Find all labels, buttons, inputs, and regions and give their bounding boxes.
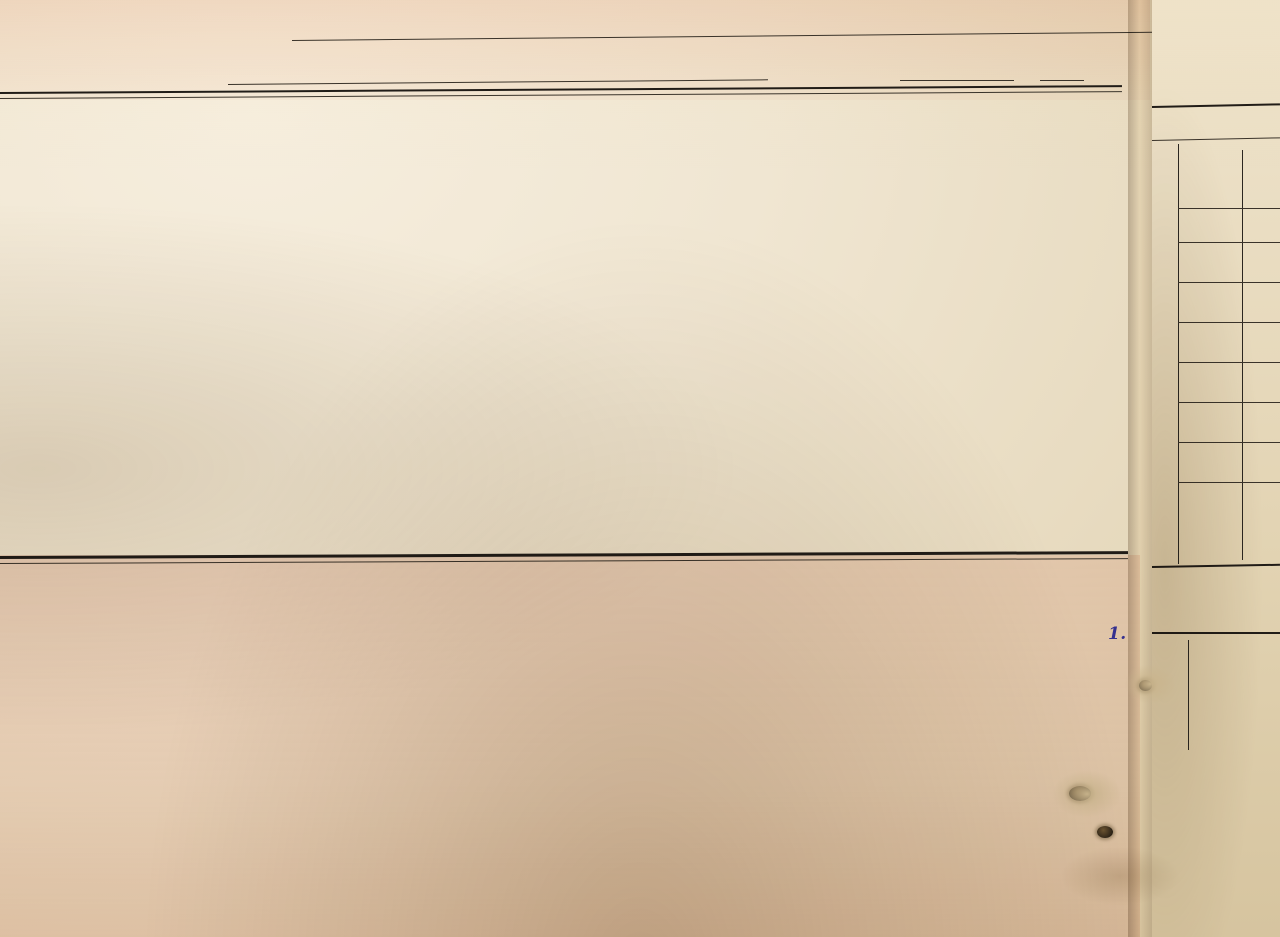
right-rule-12 xyxy=(1152,632,1280,634)
paper-tear-1 xyxy=(1052,770,1122,818)
page-marker-tick: 1. xyxy=(1108,624,1127,644)
binding-hole-3 xyxy=(1097,826,1113,838)
right-rule-6 xyxy=(1178,322,1280,324)
lower-band-top-rule-2 xyxy=(0,558,1128,565)
paper-smudge xyxy=(1060,846,1180,906)
header-rule-3 xyxy=(900,80,1014,82)
right-rule-5 xyxy=(1178,282,1280,284)
right-vline-2 xyxy=(1242,150,1243,560)
right-page xyxy=(1151,0,1280,937)
header-rule-4 xyxy=(1040,80,1084,82)
paper-tear-2 xyxy=(1124,664,1176,704)
right-rule-10 xyxy=(1178,482,1280,484)
paper-top-tint xyxy=(0,0,1150,100)
right-rule-8 xyxy=(1178,402,1280,404)
right-vline-3 xyxy=(1188,640,1189,750)
header-rule-2 xyxy=(227,79,768,86)
right-rule-4 xyxy=(1178,242,1280,244)
right-rule-2 xyxy=(1151,137,1280,142)
right-rule-9 xyxy=(1178,442,1280,444)
right-rule-1 xyxy=(1151,103,1280,109)
paper-bottom-tint xyxy=(0,555,1140,937)
right-vline-1 xyxy=(1178,144,1179,564)
header-rule-1 xyxy=(291,31,1172,42)
binding-gutter xyxy=(1128,0,1154,937)
right-rule-3 xyxy=(1178,208,1280,210)
right-rule-7 xyxy=(1178,362,1280,364)
right-rule-11 xyxy=(1151,563,1280,569)
lower-band-top-rule xyxy=(0,551,1128,559)
